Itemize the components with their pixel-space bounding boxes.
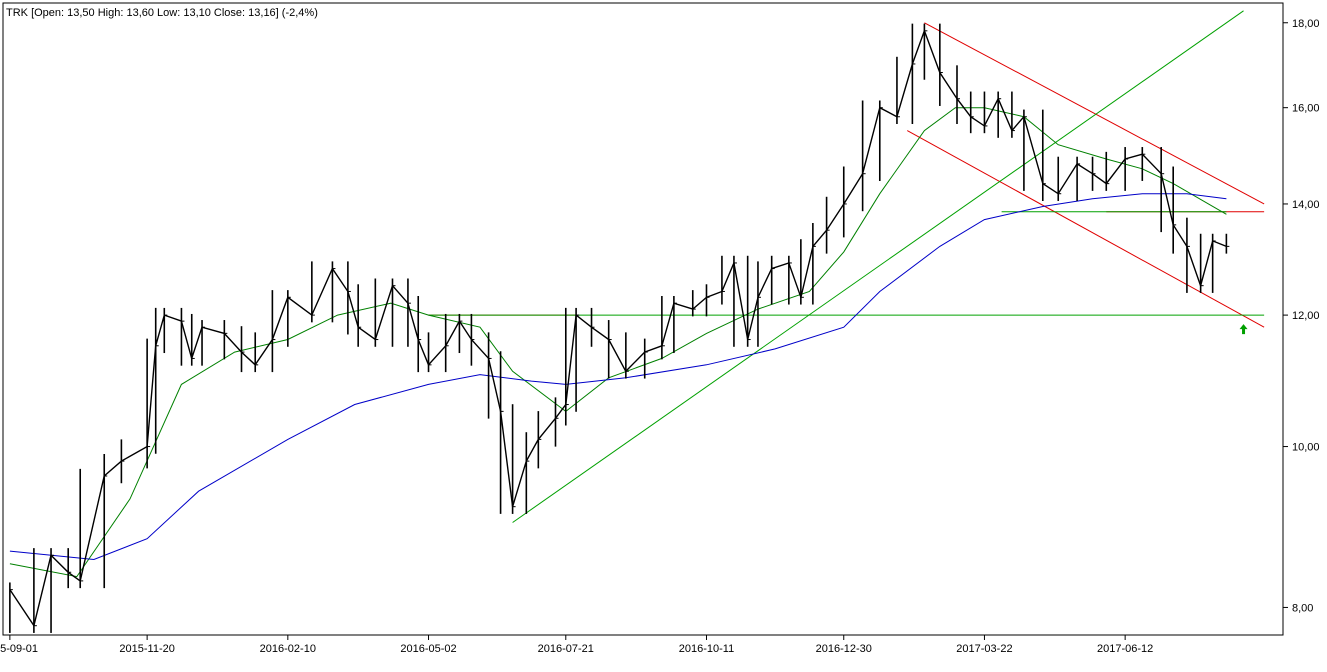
- y-tick-label: 16,00: [1292, 103, 1320, 115]
- y-tick-label: 14,00: [1292, 199, 1320, 211]
- ohlc-readout: [Open: 13,50 High: 13,60 Low: 13,10 Clos…: [31, 7, 318, 19]
- x-axis: 2015-09-01 2015-11-20 2016-02-10 2016-05-02…: [0, 635, 1153, 655]
- x-tick-label: 2016-10-11: [679, 643, 734, 655]
- trendline: [924, 22, 1265, 205]
- sma-short-line: [9, 107, 1227, 578]
- plot-frame: [2, 2, 1284, 636]
- x-tick-label: 2016-07-21: [538, 643, 594, 655]
- trendline: [906, 130, 1265, 328]
- trendlines-layer: [428, 10, 1265, 523]
- sma-long-line: [9, 193, 1227, 561]
- symbol-label: TRK: [6, 7, 28, 19]
- x-tick-label: 2015-09-01: [0, 643, 38, 655]
- markers-layer: [1239, 324, 1248, 335]
- price-layer: [9, 23, 1230, 633]
- trendline: [512, 10, 1244, 523]
- y-tick-label: 18,00: [1292, 18, 1320, 30]
- price-line: [9, 28, 1227, 628]
- moving-averages-layer: [9, 107, 1227, 578]
- x-tick-label: 2016-12-30: [816, 643, 872, 655]
- x-tick-label: 2015-11-20: [119, 643, 174, 655]
- x-tick-label: 2016-05-02: [400, 643, 456, 655]
- y-tick-label: 8,00: [1292, 602, 1313, 614]
- x-tick-label: 2017-03-22: [956, 643, 1012, 655]
- x-tick-label: 2017-06-12: [1097, 643, 1153, 655]
- y-tick-label: 12,00: [1292, 310, 1320, 322]
- y-axis: 8,00 10,00 12,00 14,00 16,00 18,00: [1283, 18, 1320, 614]
- y-tick-label: 10,00: [1292, 442, 1320, 454]
- up-arrow-marker: [1239, 324, 1248, 335]
- x-tick-label: 2016-02-10: [260, 643, 316, 655]
- chart-header: TRK [Open: 13,50 High: 13,60 Low: 13,10 …: [6, 7, 318, 19]
